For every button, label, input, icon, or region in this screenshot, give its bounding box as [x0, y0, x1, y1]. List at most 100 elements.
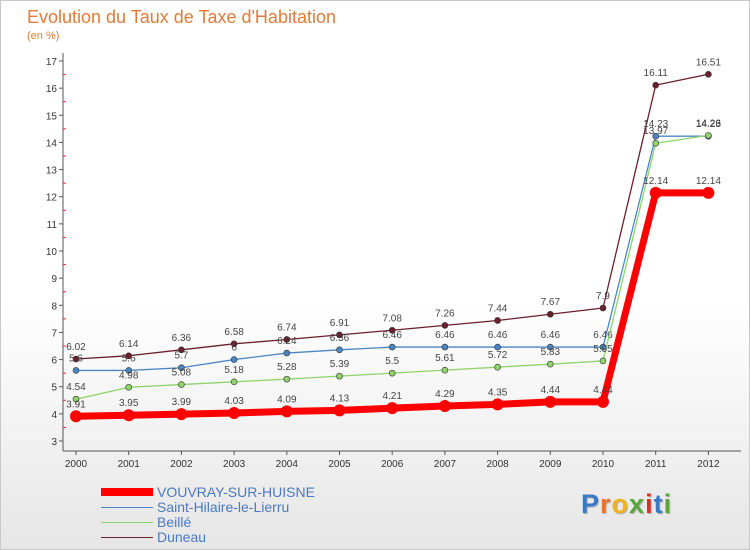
data-point [280, 405, 293, 418]
data-point [652, 81, 660, 89]
data-point [125, 352, 132, 360]
data-label: 5.72 [488, 350, 508, 361]
data-point [175, 408, 188, 421]
data-label: 6.46 [435, 330, 455, 341]
data-label: 6.46 [541, 330, 561, 341]
data-label: 5.18 [224, 365, 244, 376]
legend-label: Saint-Hilaire-le-Lierru [157, 499, 290, 515]
data-point [336, 331, 343, 339]
data-point [125, 383, 132, 391]
data-point [599, 357, 607, 365]
data-label: 3.91 [66, 399, 86, 410]
data-point [494, 363, 501, 371]
data-label: 4.21 [382, 391, 402, 402]
logo-letter: o [611, 489, 630, 519]
logo-letter: x [629, 489, 646, 519]
data-label: 6.46 [382, 330, 402, 341]
legend-swatch [101, 488, 153, 496]
data-label: 5.6 [69, 353, 83, 364]
data-point [228, 407, 241, 420]
legend-label: Duneau [157, 529, 207, 545]
data-point [546, 343, 554, 351]
x-tick-label: 2005 [328, 459, 351, 470]
data-label: 3.95 [119, 398, 139, 409]
y-tick-label: 15 [46, 111, 58, 122]
data-label: 6.74 [277, 322, 297, 333]
data-point [702, 186, 715, 199]
x-tick-label: 2009 [539, 459, 562, 470]
logo-letter: i [663, 489, 673, 519]
data-label: 5.61 [435, 353, 455, 364]
data-label: 6.24 [277, 336, 297, 347]
data-point [388, 326, 396, 334]
data-label: 5.28 [277, 362, 297, 373]
data-label: 5.95 [593, 344, 613, 355]
data-label: 4.29 [435, 389, 455, 400]
data-label: 6.36 [172, 333, 192, 344]
data-point [125, 367, 132, 374]
data-label: 5.83 [541, 347, 561, 358]
data-point [438, 399, 451, 412]
x-tick-label: 2000 [65, 459, 88, 470]
data-point [72, 367, 80, 374]
data-label: 6.58 [224, 327, 244, 338]
data-label: 6.36 [330, 333, 350, 344]
logo-letter: P [581, 489, 601, 519]
y-tick-label: 17 [46, 57, 58, 68]
data-point [546, 310, 554, 318]
data-label: 5.39 [330, 359, 350, 370]
y-tick-label: 10 [46, 247, 58, 258]
data-point [388, 343, 396, 351]
data-point [599, 304, 607, 312]
data-label: 16.51 [696, 57, 721, 68]
data-point [178, 346, 185, 354]
x-tick-label: 2004 [276, 459, 299, 470]
data-point [72, 395, 80, 403]
data-label: 7.67 [541, 297, 561, 308]
data-label: 5.7 [174, 351, 188, 362]
data-label: 4.09 [277, 394, 297, 405]
data-point [441, 343, 449, 351]
data-point [336, 372, 343, 380]
data-point [333, 404, 346, 417]
y-tick-label: 14 [46, 138, 58, 149]
y-tick-label: 4 [51, 410, 57, 421]
data-label: 6 [231, 343, 237, 354]
data-label: 12.14 [643, 176, 668, 187]
data-label: 6.46 [593, 330, 613, 341]
data-label: 14.26 [696, 118, 721, 129]
chart-title: Evolution du Taux de Taxe d'Habitation [27, 7, 336, 27]
data-point [72, 355, 80, 363]
legend-swatch [101, 537, 153, 538]
data-label: 4.35 [488, 387, 508, 398]
data-label: 7.9 [596, 291, 610, 302]
data-label: 4.44 [593, 385, 613, 396]
y-tick-label: 3 [51, 437, 57, 448]
data-point [494, 343, 501, 351]
data-label: 13.97 [643, 126, 668, 137]
data-point [283, 336, 291, 343]
data-label: 4.54 [66, 382, 86, 393]
data-point [283, 375, 291, 383]
y-tick-label: 5 [51, 383, 57, 394]
y-tick-label: 7 [51, 328, 57, 339]
data-label: 4.98 [119, 370, 139, 381]
data-label: 7.44 [488, 303, 508, 314]
data-label: 5.6 [122, 353, 136, 364]
x-tick-label: 2011 [645, 459, 667, 470]
data-label: 3.99 [172, 397, 192, 408]
data-point [494, 317, 501, 324]
data-point [178, 364, 185, 372]
y-tick-label: 13 [46, 166, 58, 177]
data-point [652, 132, 660, 140]
legend-swatch [101, 507, 153, 508]
data-point [122, 409, 135, 422]
data-point [544, 395, 557, 408]
data-point [441, 366, 449, 374]
legend-label: VOUVRAY-SUR-HUISNE [157, 484, 315, 500]
data-point [705, 71, 712, 78]
y-tick-label: 6 [51, 356, 57, 367]
data-point [705, 132, 712, 139]
y-tick-label: 16 [46, 84, 58, 95]
y-tick-label: 9 [51, 274, 57, 285]
